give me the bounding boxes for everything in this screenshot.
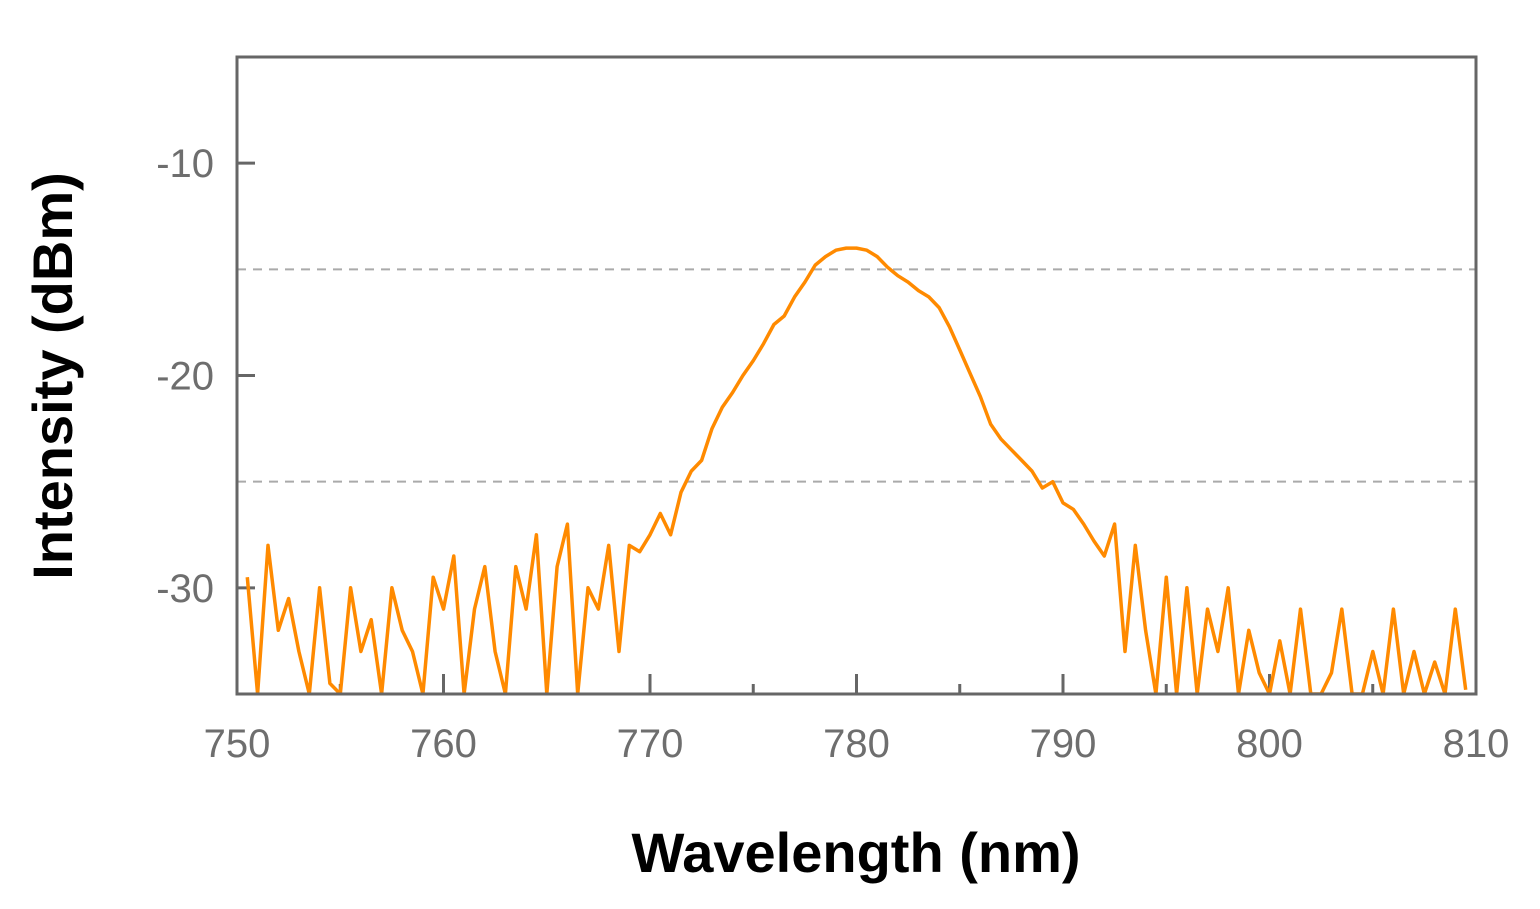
x-tick-label: 810 [1443,722,1510,766]
y-tick-label: -10 [156,142,214,186]
y-tick-labels: -10 -20 -30 [156,142,214,611]
x-tick-label: 770 [617,722,684,766]
y-tick-label: -20 [156,355,214,399]
y-axis-title: Intensity (dBm) [21,172,84,580]
x-tick-labels: 750 760 770 780 790 800 810 [204,722,1510,766]
x-tick-label: 750 [204,722,271,766]
plot-frame [235,55,1478,696]
x-tick-label: 760 [410,722,477,766]
x-tick-label: 790 [1030,722,1097,766]
axis-ticks [237,161,1375,694]
x-tick-label: 800 [1236,722,1303,766]
reference-lines [237,268,1476,483]
x-tick-label: 780 [823,722,890,766]
spectrum-line [245,246,1468,694]
y-tick-label: -30 [156,567,214,611]
x-axis-title: Wavelength (nm) [631,821,1080,884]
